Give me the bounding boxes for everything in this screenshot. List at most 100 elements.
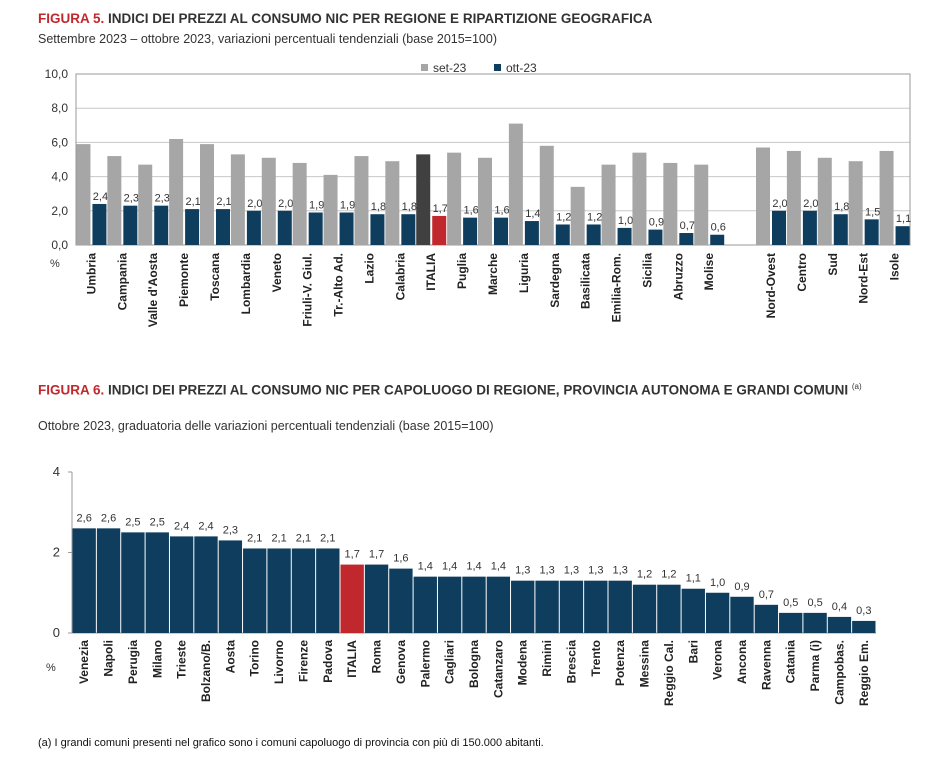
y-tick-label: 10,0: [45, 67, 69, 81]
data-label-trieste: 2,4: [174, 520, 189, 532]
x-tick-label-ravenna: Ravenna: [759, 640, 773, 690]
data-label-bari: 1,1: [686, 573, 701, 585]
x-tick-label-bolzano-b: Bolzano/B.: [199, 640, 213, 702]
y-tick-label: 0,0: [51, 238, 68, 252]
bar-set23-emilia-rom: [601, 164, 616, 245]
figure6-subtitle: Ottobre 2023, graduatoria delle variazio…: [38, 419, 494, 433]
x-tick-label-catania: Catania: [784, 640, 798, 684]
x-tick-label-trieste: Trieste: [175, 640, 189, 679]
x-tick-label-messina: Messina: [638, 640, 652, 688]
bar-set23-centro: [786, 150, 801, 245]
x-tick-label-liguria: Liguria: [517, 253, 531, 293]
bar-ott23-isole: [895, 226, 910, 245]
x-tick-label-bologna: Bologna: [467, 640, 481, 688]
bar-set23-veneto: [261, 157, 276, 245]
bar-modena: [511, 580, 535, 633]
x-tick-label-aosta: Aosta: [223, 640, 237, 674]
data-label-parma-i: 0,5: [807, 597, 822, 609]
bar-milano: [145, 532, 169, 633]
data-label-umbria: 2,4: [93, 191, 108, 203]
bar-venezia: [72, 528, 96, 633]
x-tick-label-venezia: Venezia: [77, 640, 91, 684]
bar-ott23-puglia: [463, 217, 478, 245]
bar-ravenna: [754, 604, 779, 633]
data-label-padova: 2,1: [320, 532, 335, 544]
bar-set23-lazio: [354, 156, 369, 245]
data-label-campobas: 0,4: [832, 601, 847, 613]
bar-bolzano-b: [194, 536, 218, 633]
y-tick-label: 0: [53, 625, 60, 640]
bar-set23-italia: [416, 154, 431, 245]
bar-ott23-valle-d-aosta: [154, 205, 169, 245]
data-label-molise: 0,6: [711, 222, 726, 234]
bar-verona: [705, 592, 730, 633]
data-label-sicilia: 0,9: [649, 217, 664, 229]
x-tick-label-veneto: Veneto: [270, 253, 284, 292]
bar-set23-liguria: [508, 123, 523, 245]
data-label-emilia-rom: 1,0: [618, 215, 633, 227]
x-tick-label-friuli-v-giul: Friuli-V. Giul.: [301, 253, 315, 327]
x-tick-label-lazio: Lazio: [362, 253, 376, 284]
data-label-isole: 1,1: [896, 213, 911, 225]
bar-set23-toscana: [200, 144, 214, 245]
bar-set23-piemonte: [169, 138, 184, 245]
bar-set23-sud: [817, 157, 832, 245]
data-label-torino: 2,1: [247, 532, 262, 544]
data-label-ravenna: 0,7: [759, 589, 774, 601]
bar-set23-valle-d-aosta: [138, 164, 153, 245]
x-tick-label-sud: Sud: [826, 253, 840, 276]
bar-parma-i: [803, 612, 827, 633]
bar-ott23-marche: [494, 217, 508, 245]
x-tick-label-firenze: Firenze: [296, 640, 310, 682]
bar-ott23-nord-est: [864, 219, 879, 245]
bar-roma: [364, 564, 389, 633]
figure6-title-text: INDICI DEI PREZZI AL CONSUMO NIC PER CAP…: [108, 382, 849, 398]
data-label-catania: 0,5: [783, 597, 798, 609]
bar-ott23-italia: [432, 215, 447, 245]
legend-swatch-ott-23: [494, 64, 501, 71]
data-label-reggio-cal: 1,2: [661, 569, 676, 581]
x-tick-label-padova: Padova: [321, 640, 335, 683]
bar-messina: [632, 584, 657, 633]
bar-ott23-sud: [833, 214, 848, 245]
data-label-modena: 1,3: [515, 565, 530, 577]
data-label-calabria: 1,8: [402, 201, 417, 213]
bar-set23-umbria: [76, 144, 91, 245]
bar-set23-lombardia: [230, 154, 245, 245]
legend-swatch-set-23: [421, 64, 428, 71]
data-label-aosta: 2,3: [223, 524, 238, 536]
data-label-puglia: 1,6: [463, 205, 478, 217]
data-label-nord-est: 1,5: [865, 206, 880, 218]
data-label-italia: 1,7: [345, 549, 360, 561]
legend-label-set-23: set-23: [433, 61, 467, 75]
data-label-liguria: 1,4: [525, 208, 540, 220]
x-tick-label-rimini: Rimini: [540, 640, 554, 677]
bar-set23-campania: [107, 156, 122, 245]
bar-set23-friuli-v-giul: [292, 162, 307, 245]
x-tick-label-modena: Modena: [516, 640, 530, 686]
x-tick-label-italia: ITALIA: [345, 640, 359, 678]
x-tick-label-ancona: Ancona: [735, 640, 749, 684]
legend-label-ott-23: ott-23: [506, 61, 537, 75]
x-tick-label-lombardia: Lombardia: [239, 253, 253, 315]
y-tick-label: 2,0: [51, 204, 68, 218]
x-tick-label-palermo: Palermo: [418, 640, 432, 687]
bar-ott23-calabria: [401, 214, 416, 245]
data-label-campania: 2,3: [124, 193, 139, 205]
bar-ott23-toscana: [216, 209, 230, 245]
plot-frame: [75, 73, 911, 246]
bar-ott23-molise: [710, 234, 725, 245]
bar-livorno: [267, 548, 291, 633]
x-tick-label-verona: Verona: [711, 640, 725, 680]
x-tick-label-marche: Marche: [486, 253, 500, 295]
bar-ott23-veneto: [277, 210, 292, 245]
x-tick-label-roma: Roma: [370, 640, 384, 674]
x-tick-label-parma-i: Parma (i): [808, 640, 822, 691]
y-tick-label: 4: [53, 464, 60, 479]
bar-napoli: [96, 528, 121, 633]
bar-set23-marche: [478, 157, 492, 245]
x-tick-label-brescia: Brescia: [564, 640, 578, 684]
figure5-subtitle: Settembre 2023 – ottobre 2023, variazion…: [38, 32, 497, 46]
bar-set23-sardegna: [539, 145, 554, 245]
bar-set23-puglia: [447, 152, 462, 245]
